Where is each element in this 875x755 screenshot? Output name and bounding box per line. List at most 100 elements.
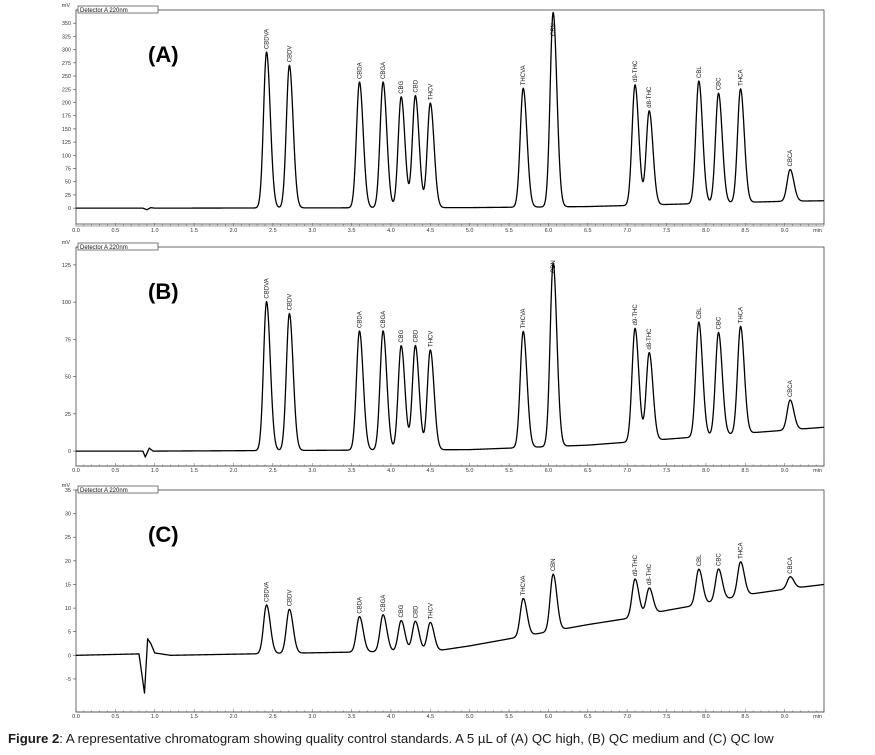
peak-label: CBGA bbox=[381, 62, 387, 79]
peak-label: THCA bbox=[739, 70, 745, 86]
x-tick-label: 8.5 bbox=[741, 228, 749, 234]
x-tick-label: 2.5 bbox=[269, 228, 277, 234]
peak-label: CBG bbox=[399, 80, 405, 93]
x-tick-label: 3.0 bbox=[308, 714, 316, 720]
peak-label: d8-THC bbox=[647, 563, 653, 585]
peak-label: d9-THC bbox=[633, 554, 639, 576]
y-tick-label: 100 bbox=[62, 300, 71, 306]
peak-label: CBDA bbox=[357, 311, 363, 328]
x-tick-label: 2.0 bbox=[230, 714, 238, 720]
y-tick-label: 250 bbox=[62, 74, 71, 80]
peak-label: CBC bbox=[716, 77, 722, 90]
chromatogram-trace bbox=[75, 262, 825, 458]
detector-label: Detector A 220nm bbox=[80, 488, 128, 494]
peak-label: CBDV bbox=[287, 294, 293, 311]
peak-label: d9-THC bbox=[633, 304, 639, 326]
x-tick-label: 8.0 bbox=[702, 468, 710, 474]
x-tick-label: 7.5 bbox=[663, 228, 671, 234]
x-tick-label: 5.5 bbox=[505, 714, 513, 720]
x-tick-label: 2.0 bbox=[230, 228, 238, 234]
plot-frame bbox=[75, 246, 825, 467]
x-tick-label: 7.0 bbox=[623, 714, 631, 720]
peak-label: CBDVA bbox=[265, 582, 271, 602]
detector-label-box bbox=[77, 5, 159, 14]
x-tick-label: 0.5 bbox=[112, 228, 120, 234]
panel-label: (C) bbox=[148, 522, 179, 547]
x-tick-label: 9.0 bbox=[781, 228, 789, 234]
x-tick-label: 8.5 bbox=[741, 714, 749, 720]
x-tick-label: 2.0 bbox=[230, 468, 238, 474]
y-tick-label: 20 bbox=[65, 559, 71, 565]
chromatogram-panel-c: Detector A 220nm mV -5 0 5 10 15 20 25 30 35 0.0 0.5… bbox=[62, 483, 825, 720]
peak-label: CBD bbox=[413, 605, 419, 618]
x-tick-label: 3.0 bbox=[308, 468, 316, 474]
x-tick-label: 8.5 bbox=[741, 468, 749, 474]
x-tick-label: 3.5 bbox=[348, 228, 356, 234]
peak-label: CBN bbox=[551, 23, 557, 36]
chromatogram-figure: Detector A 220nmmV0255075100125150175200… bbox=[62, 3, 825, 720]
y-axis-unit-label: mV bbox=[62, 240, 71, 246]
x-tick-label: 1.5 bbox=[190, 468, 198, 474]
y-tick-label: 300 bbox=[62, 48, 71, 54]
x-tick-label: 4.5 bbox=[426, 468, 434, 474]
x-tick-label: 5.5 bbox=[505, 228, 513, 234]
y-tick-label: 0 bbox=[68, 653, 71, 659]
x-tick-label: 4.0 bbox=[387, 714, 395, 720]
peak-label: CBGA bbox=[381, 595, 387, 612]
y-tick-label: -5 bbox=[66, 677, 71, 683]
plot-frame bbox=[75, 489, 825, 713]
x-tick-label: 6.0 bbox=[545, 228, 553, 234]
peak-label: THCVA bbox=[521, 308, 527, 328]
y-tick-label: 25 bbox=[65, 412, 71, 418]
peak-label: CBD bbox=[413, 329, 419, 342]
x-tick-label: 1.0 bbox=[151, 228, 159, 234]
x-tick-label: 1.0 bbox=[151, 714, 159, 720]
x-tick-label: 8.0 bbox=[702, 714, 710, 720]
x-tick-label: 7.5 bbox=[663, 468, 671, 474]
peak-label: CBCA bbox=[788, 557, 794, 574]
peak-label: CBDA bbox=[357, 62, 363, 79]
x-tick-label: 8.0 bbox=[702, 228, 710, 234]
y-tick-label: 275 bbox=[62, 61, 71, 67]
y-tick-label: 30 bbox=[65, 512, 71, 518]
x-tick-label: 6.5 bbox=[584, 468, 592, 474]
y-tick-label: 125 bbox=[62, 140, 71, 146]
x-axis-unit-label: min bbox=[813, 714, 822, 720]
detector-label-box bbox=[77, 485, 159, 494]
x-axis-unit-label: min bbox=[813, 228, 822, 234]
caption-prefix: Figure 2 bbox=[8, 731, 60, 746]
peak-label: THCA bbox=[739, 543, 745, 559]
y-tick-label: 0 bbox=[68, 449, 71, 455]
y-tick-label: 50 bbox=[65, 180, 71, 186]
y-axis-unit-label: mV bbox=[62, 483, 71, 489]
chromatogram-panel-a: Detector A 220nm mV 0 25 50 75 100 125 150 175 200… bbox=[62, 3, 825, 234]
y-tick-label: 225 bbox=[62, 87, 71, 93]
chromatogram-trace bbox=[75, 11, 825, 211]
peak-label: CBN bbox=[551, 558, 557, 571]
peak-label: CBDVA bbox=[265, 29, 271, 49]
x-tick-label: 3.5 bbox=[348, 468, 356, 474]
x-tick-label: 5.0 bbox=[466, 468, 474, 474]
y-tick-label: 50 bbox=[65, 375, 71, 381]
peak-label: CBGA bbox=[381, 311, 387, 328]
x-tick-label: 2.5 bbox=[269, 714, 277, 720]
peak-label: CBC bbox=[716, 553, 722, 566]
y-tick-label: 75 bbox=[65, 337, 71, 343]
peak-label: CBC bbox=[716, 316, 722, 329]
x-tick-label: 0.5 bbox=[112, 468, 120, 474]
x-tick-label: 0.0 bbox=[72, 714, 80, 720]
caption-text: : A representative chromatogram showing … bbox=[59, 731, 774, 746]
peak-label: THCVA bbox=[521, 65, 527, 85]
plot-frame bbox=[75, 9, 825, 225]
x-tick-label: 5.0 bbox=[466, 714, 474, 720]
x-tick-label: 0.0 bbox=[72, 228, 80, 234]
peak-label: THCV bbox=[428, 84, 434, 100]
peak-label: CBDVA bbox=[265, 278, 271, 298]
x-tick-label: 4.5 bbox=[426, 714, 434, 720]
peak-label: CBCA bbox=[788, 150, 794, 167]
x-tick-label: 3.0 bbox=[308, 228, 316, 234]
x-tick-label: 7.0 bbox=[623, 228, 631, 234]
x-tick-label: 9.0 bbox=[781, 714, 789, 720]
y-tick-label: 200 bbox=[62, 100, 71, 106]
y-tick-label: 0 bbox=[68, 206, 71, 212]
